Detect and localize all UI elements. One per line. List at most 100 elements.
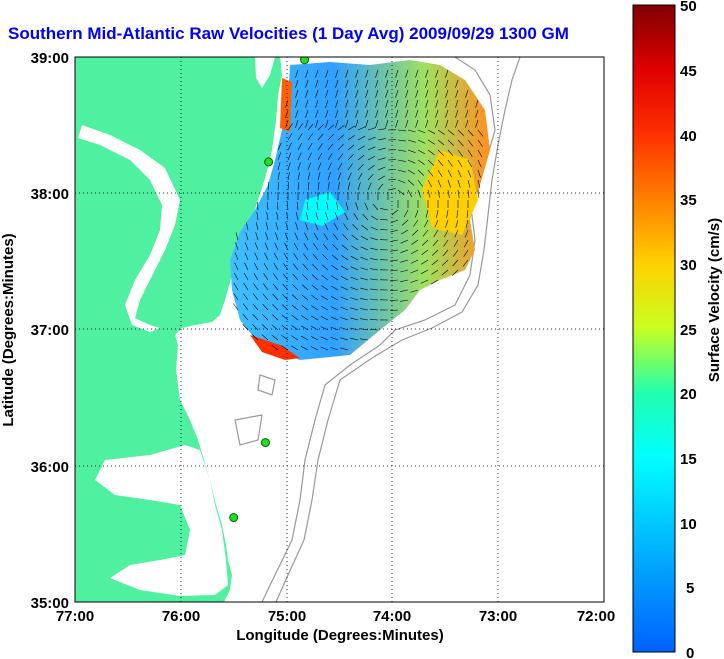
velocity-arrow: [233, 282, 239, 291]
velocity-arrow: [355, 109, 359, 118]
velocity-arrow: [321, 274, 329, 281]
velocity-arrow: [445, 79, 449, 88]
velocity-arrow: [285, 222, 289, 231]
velocity-arrow: [445, 89, 449, 98]
velocity-arrow: [385, 79, 389, 88]
velocity-arrow: [377, 157, 386, 161]
velocity-arrow: [337, 162, 343, 171]
velocity-arrow: [291, 335, 299, 341]
velocity-arrow: [340, 286, 349, 291]
velocity-arrow: [296, 201, 299, 211]
velocity-arrow: [264, 252, 269, 261]
velocity-arrow: [310, 315, 319, 321]
velocity-arrow: [301, 304, 309, 311]
velocity-arrow: [291, 304, 299, 311]
velocity-arrow: [350, 307, 359, 311]
velocity-arrow: [411, 229, 419, 236]
velocity-arrow: [464, 239, 469, 248]
velocity-arrow: [421, 239, 429, 246]
velocity-arrow: [313, 243, 319, 251]
velocity-arrow: [405, 119, 409, 128]
velocity-arrow: [410, 289, 419, 293]
x-tick: 74:00: [373, 608, 411, 625]
velocity-arrow: [443, 239, 449, 247]
velocity-arrow: [317, 182, 320, 191]
velocity-arrow: [245, 242, 249, 251]
velocity-arrow: [453, 239, 459, 248]
velocity-arrow: [285, 119, 289, 128]
velocity-arrow: [365, 79, 369, 88]
velocity-arrow: [331, 264, 339, 271]
velocity-arrow: [335, 109, 339, 118]
chesapeake-bay: [78, 125, 180, 332]
velocity-arrow: [296, 212, 299, 221]
velocity-arrow: [367, 146, 376, 151]
velocity-arrow: [397, 139, 406, 142]
colorbar-tick: 0: [686, 645, 694, 659]
velocity-arrow: [325, 89, 329, 98]
velocity-arrow: [370, 298, 379, 301]
velocity-arrow: [360, 328, 369, 331]
velocity-arrow: [234, 252, 239, 261]
velocity-arrow: [355, 99, 359, 108]
velocity-arrow: [297, 152, 302, 161]
velocity-arrow: [315, 99, 319, 108]
velocity-arrow: [447, 129, 455, 136]
y-axis-label: Latitude (Degrees:Minutes): [0, 233, 17, 426]
colorbar: [632, 4, 676, 653]
velocity-arrow: [411, 239, 419, 245]
velocity-arrow: [453, 249, 459, 257]
velocity-arrow: [305, 212, 309, 221]
velocity-arrow: [370, 288, 379, 291]
velocity-arrow: [295, 99, 299, 108]
velocity-arrow: [375, 89, 379, 98]
velocity-arrow: [425, 109, 429, 118]
velocity-arrow: [350, 337, 359, 341]
velocity-arrow: [305, 109, 309, 118]
velocity-arrow: [365, 119, 369, 128]
velocity-arrow: [323, 233, 329, 241]
velocity-arrow: [262, 314, 269, 321]
velocity-arrow: [276, 212, 279, 221]
velocity-arrow: [317, 133, 324, 141]
velocity-arrow: [390, 219, 399, 224]
velocity-arrow: [327, 124, 335, 131]
velocity-arrow: [340, 265, 349, 271]
velocity-arrow: [336, 202, 339, 211]
velocity-arrow: [457, 159, 463, 168]
velocity-arrow: [330, 316, 339, 321]
velocity-arrow: [287, 152, 292, 161]
velocity-arrow: [372, 203, 379, 211]
velocity-arrow: [397, 169, 406, 173]
velocity-arrow: [294, 232, 299, 241]
velocity-arrow: [242, 303, 249, 311]
velocity-arrow: [282, 294, 289, 301]
velocity-arrow: [457, 169, 462, 178]
velocity-arrow: [331, 275, 339, 281]
velocity-arrow: [244, 252, 249, 261]
velocity-arrow: [347, 135, 355, 141]
velocity-arrow: [350, 297, 359, 301]
velocity-arrow: [457, 179, 461, 188]
velocity-arrow: [360, 267, 369, 271]
velocity-arrow: [337, 124, 345, 131]
velocity-arrow: [407, 169, 416, 175]
velocity-arrow: [389, 299, 399, 301]
velocity-arrow: [365, 109, 369, 118]
velocity-arrow: [281, 335, 289, 341]
velocity-arrow: [380, 208, 389, 211]
map-title: Southern Mid-Atlantic Raw Velocities (1 …: [8, 24, 568, 43]
velocity-arrow: [335, 79, 339, 88]
velocity-arrow: [284, 232, 289, 241]
velocity-arrow: [350, 317, 359, 321]
velocity-arrow: [370, 226, 379, 231]
velocity-arrow: [295, 109, 299, 118]
velocity-arrow: [265, 232, 269, 241]
velocity-arrow: [477, 179, 481, 188]
velocity-arrow: [370, 237, 379, 241]
velocity-arrow: [477, 139, 483, 147]
velocity-arrow: [340, 296, 349, 301]
velocity-arrow: [407, 189, 413, 198]
velocity-arrow: [436, 209, 439, 218]
velocity-arrow: [327, 162, 332, 171]
